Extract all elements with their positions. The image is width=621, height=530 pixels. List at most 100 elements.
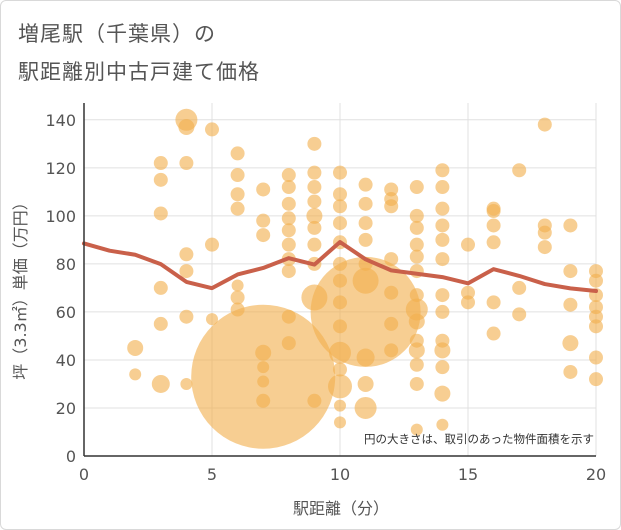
y-axis-label: 坪（3.3㎡）単価（万円） bbox=[11, 194, 30, 379]
data-bubble bbox=[328, 374, 352, 399]
data-bubble bbox=[230, 290, 245, 305]
data-bubble bbox=[512, 163, 527, 178]
data-bubble bbox=[306, 207, 323, 224]
data-bubble bbox=[281, 223, 296, 238]
data-bubble bbox=[307, 165, 322, 180]
x-tick-label: 20 bbox=[586, 465, 606, 484]
x-tick-label: 10 bbox=[330, 465, 350, 484]
data-bubble bbox=[408, 313, 425, 330]
y-tick-label: 40 bbox=[56, 351, 76, 370]
data-bubble bbox=[358, 216, 373, 231]
data-bubble bbox=[231, 279, 244, 292]
y-tick-label: 0 bbox=[66, 447, 76, 466]
x-tick-label: 0 bbox=[79, 465, 89, 484]
data-bubble bbox=[191, 304, 336, 449]
data-bubble bbox=[435, 360, 450, 375]
data-bubble bbox=[410, 423, 423, 436]
data-bubble bbox=[307, 194, 322, 209]
data-bubble bbox=[435, 218, 450, 233]
data-bubble bbox=[589, 300, 603, 315]
data-bubble bbox=[230, 187, 245, 202]
y-tick-label: 60 bbox=[56, 303, 76, 322]
data-bubble bbox=[356, 348, 375, 367]
y-tick-label: 100 bbox=[45, 207, 76, 226]
data-bubble bbox=[435, 232, 450, 247]
data-bubble bbox=[358, 232, 373, 247]
data-bubble bbox=[281, 196, 296, 211]
data-bubble bbox=[384, 182, 399, 197]
size-note: 円の大きさは、取引のあった物件面積を示す bbox=[364, 432, 594, 446]
data-bubble bbox=[589, 319, 603, 334]
data-bubble bbox=[589, 309, 603, 324]
data-bubble bbox=[334, 416, 346, 429]
data-bubble bbox=[434, 385, 451, 402]
x-axis-label: 駅距離（分） bbox=[293, 499, 389, 518]
data-bubble bbox=[589, 264, 603, 279]
data-bubble bbox=[334, 399, 346, 412]
data-bubble bbox=[205, 237, 219, 252]
data-bubble bbox=[281, 168, 296, 183]
chart-title-line2: 駅距離別中古戸建て価格 bbox=[18, 60, 260, 84]
data-bubble bbox=[512, 307, 527, 322]
data-bubble bbox=[563, 264, 578, 279]
data-bubble bbox=[333, 362, 347, 377]
data-bubble bbox=[537, 117, 552, 132]
data-bubble bbox=[384, 285, 399, 300]
y-tick-label: 80 bbox=[56, 255, 76, 274]
bubble-layer bbox=[127, 108, 603, 449]
data-bubble bbox=[230, 168, 245, 183]
data-bubble bbox=[179, 309, 194, 324]
data-bubble bbox=[127, 339, 144, 356]
data-bubble bbox=[486, 295, 501, 310]
data-bubble bbox=[384, 343, 399, 358]
data-bubble bbox=[589, 273, 603, 288]
data-bubble bbox=[333, 187, 347, 202]
data-bubble bbox=[281, 180, 296, 195]
data-bubble bbox=[205, 122, 219, 137]
data-bubble bbox=[486, 218, 501, 233]
data-bubble bbox=[435, 304, 450, 319]
average-line-layer bbox=[82, 240, 598, 294]
data-bubble bbox=[354, 396, 377, 419]
data-bubble bbox=[358, 196, 373, 211]
data-bubble bbox=[358, 177, 373, 192]
data-bubble bbox=[409, 357, 424, 372]
data-bubble bbox=[281, 211, 296, 226]
data-bubble bbox=[461, 237, 475, 252]
average-price-line bbox=[82, 240, 598, 294]
data-bubble bbox=[537, 240, 552, 255]
data-bubble bbox=[310, 256, 421, 367]
data-bubble bbox=[307, 393, 322, 408]
data-bubble bbox=[512, 280, 527, 295]
data-bubble bbox=[409, 288, 424, 303]
data-bubble bbox=[256, 182, 271, 197]
data-bubble bbox=[409, 376, 424, 391]
data-bubble bbox=[180, 377, 193, 390]
data-bubble bbox=[281, 264, 296, 279]
data-bubble bbox=[436, 418, 449, 431]
data-bubble bbox=[153, 172, 168, 187]
data-bubble bbox=[151, 374, 170, 393]
data-bubble bbox=[461, 295, 475, 310]
data-bubble bbox=[486, 326, 501, 341]
y-tick-label: 120 bbox=[45, 159, 76, 178]
data-bubble bbox=[206, 313, 218, 326]
data-bubble bbox=[405, 298, 428, 321]
tick-labels: 0 5 10 15 20 0 20 40 60 80 100 120 140 bbox=[45, 111, 606, 484]
data-bubble bbox=[357, 375, 374, 392]
data-bubble bbox=[307, 136, 322, 151]
y-tick-label: 140 bbox=[45, 111, 76, 130]
data-bubble bbox=[129, 368, 142, 381]
data-bubble bbox=[384, 199, 399, 214]
data-bubble bbox=[333, 199, 347, 214]
data-bubble bbox=[333, 216, 347, 231]
data-bubble bbox=[435, 163, 450, 178]
data-bubble bbox=[256, 213, 271, 228]
axes bbox=[83, 103, 596, 457]
data-bubble bbox=[486, 235, 501, 250]
data-bubble bbox=[435, 252, 450, 267]
chart-title-line1: 増尾駅（千葉県）の bbox=[18, 22, 216, 46]
data-bubble bbox=[307, 237, 322, 252]
data-bubble bbox=[563, 218, 578, 233]
data-bubble bbox=[178, 119, 195, 136]
